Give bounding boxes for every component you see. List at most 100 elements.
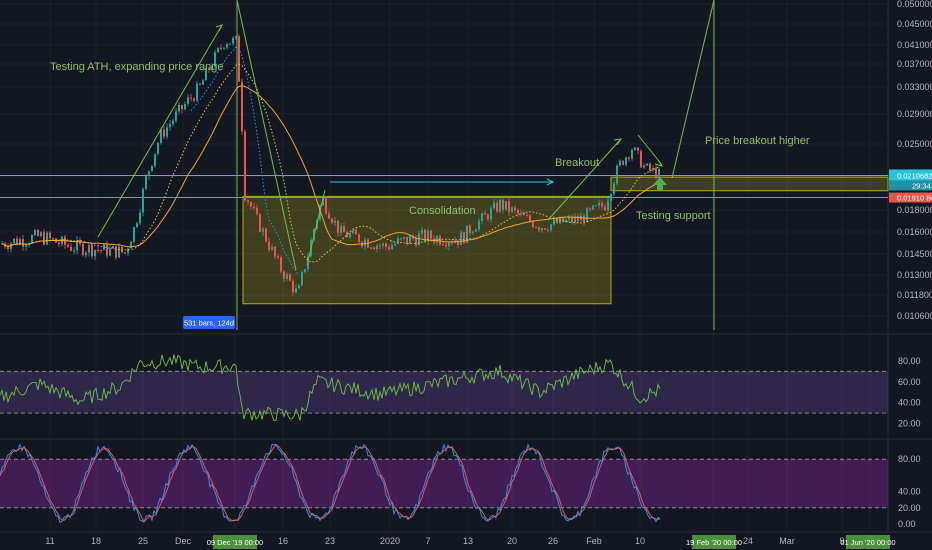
price-tick-label: 0.03700000 — [897, 59, 932, 69]
candle — [256, 207, 258, 215]
price-pane[interactable] — [0, 0, 889, 330]
time-badge-text: 19 Feb '20 00:00 — [686, 538, 742, 547]
candle — [202, 80, 204, 85]
rsi-tick-label: 40.00 — [898, 398, 921, 408]
candle — [82, 243, 84, 256]
candle — [406, 237, 408, 244]
candle — [238, 36, 240, 82]
time-tick-label: 25 — [138, 536, 148, 546]
candle — [19, 239, 21, 245]
candle — [439, 236, 441, 245]
candle — [379, 245, 381, 247]
candle — [70, 246, 72, 251]
candle — [223, 47, 225, 49]
candle — [190, 97, 192, 99]
candle — [577, 216, 579, 221]
rsi-tick-label: 60.00 — [898, 377, 921, 387]
candle — [268, 241, 270, 250]
candle — [568, 217, 570, 220]
candle — [646, 163, 648, 166]
candle — [172, 120, 174, 124]
candle — [538, 227, 540, 231]
candle — [511, 207, 513, 213]
candle — [151, 165, 153, 172]
rsi-band — [0, 371, 888, 414]
candle — [100, 250, 102, 252]
price-axis[interactable]: 0.05000000 0.04500000 0.04100000 0.03700000… — [889, 0, 932, 529]
time-axis[interactable]: 11 18 25 Dec 16 23 2020 7 13 20 26 Feb 10 24 Mar 9 09 De… — [45, 535, 896, 549]
candle — [304, 269, 306, 272]
candle — [205, 68, 207, 81]
candle — [481, 213, 483, 221]
candle — [370, 247, 372, 249]
candle — [583, 215, 585, 222]
range-badge — [183, 316, 235, 329]
candle — [34, 230, 36, 236]
candle — [331, 218, 333, 223]
candle — [484, 213, 486, 215]
time-badge — [846, 535, 890, 549]
stoch-tick-label: 40.00 — [898, 487, 921, 497]
time-tick-label: 11 — [45, 536, 54, 546]
candle — [58, 242, 60, 245]
candle — [31, 235, 33, 244]
candle — [109, 248, 111, 256]
time-tick-label: 20 — [507, 536, 517, 546]
price-tick-label: 0.02500000 — [897, 139, 932, 149]
support-price-text: 0.01910 B6 — [897, 194, 932, 203]
candle — [175, 111, 177, 121]
rsi-pane[interactable] — [0, 354, 888, 422]
candle — [43, 232, 45, 245]
candle — [628, 157, 630, 159]
time-tick-label: 10 — [635, 536, 645, 546]
price-tick-label: 0.01800000 — [897, 205, 932, 215]
stoch-tick-label: 0.00 — [898, 519, 916, 529]
candle — [133, 227, 135, 242]
trend-line — [236, 0, 297, 271]
candle — [619, 160, 621, 166]
candle — [328, 213, 330, 219]
candle — [169, 123, 171, 128]
candle — [469, 225, 471, 233]
stoch-pane[interactable] — [0, 442, 888, 524]
candle — [352, 229, 354, 234]
candle — [424, 229, 426, 242]
time-tick-label: 13 — [463, 536, 473, 546]
price-tick-label: 0.01060000 — [897, 311, 932, 321]
candle — [124, 252, 126, 254]
candle — [76, 240, 78, 251]
candle — [13, 238, 15, 244]
candle — [199, 83, 201, 85]
stoch-d-line — [0, 444, 661, 522]
candle — [148, 171, 150, 177]
candle — [139, 212, 141, 224]
candle — [565, 219, 567, 223]
candle — [364, 239, 366, 247]
candle — [397, 238, 399, 244]
candle — [580, 215, 582, 221]
time-tick-label: 7 — [425, 536, 430, 546]
candle — [37, 230, 39, 237]
candle — [157, 143, 159, 154]
candle — [472, 231, 474, 233]
candle — [415, 238, 417, 246]
candle — [625, 157, 627, 165]
candle — [343, 226, 345, 233]
arrowhead — [654, 159, 664, 167]
candle — [187, 97, 189, 104]
candle — [631, 149, 633, 159]
candle — [208, 68, 210, 70]
candle — [235, 36, 237, 38]
current-price-text: 0.02106823 — [897, 171, 932, 180]
candle — [325, 198, 327, 214]
candle — [118, 246, 120, 258]
candle — [154, 153, 156, 166]
candle — [400, 238, 402, 240]
candle — [280, 257, 282, 272]
candle — [655, 168, 657, 179]
candle — [226, 44, 228, 48]
candle — [409, 235, 411, 244]
candle — [244, 131, 246, 201]
candle — [271, 246, 273, 250]
